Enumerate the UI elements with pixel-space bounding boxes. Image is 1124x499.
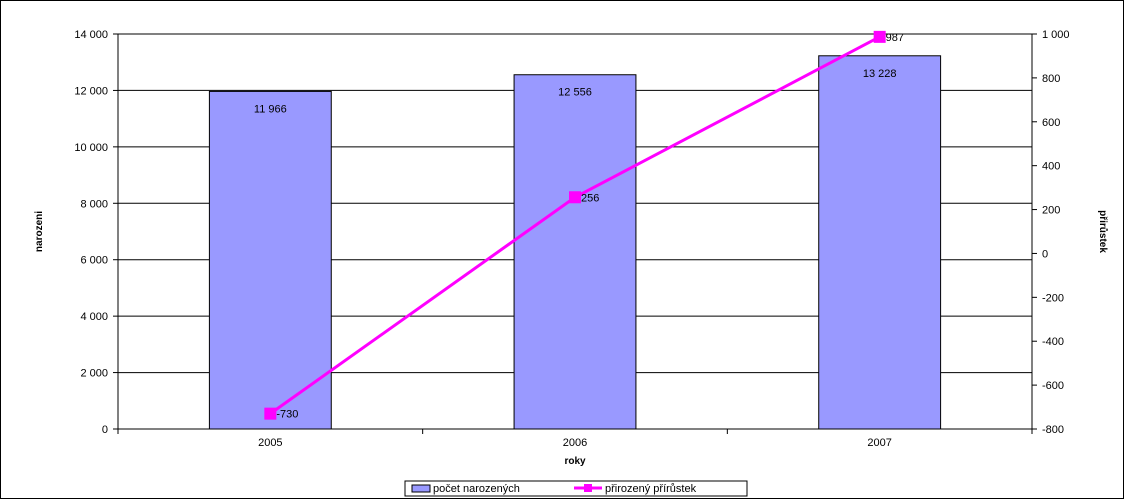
y-right-tick-label: -800 <box>1042 424 1064 436</box>
y-right-ticks: -800 -600 -400 -200 0 200 400 600 800 1 000 <box>1032 29 1070 436</box>
legend: počet narozených přirozený přírůstek <box>404 480 748 497</box>
bar <box>818 55 942 430</box>
bar <box>208 90 332 430</box>
x-tick-label: 2005 <box>258 437 282 449</box>
y-left-tick-label: 2 000 <box>80 368 108 380</box>
y-left-tick-label: 8 000 <box>80 198 108 210</box>
bar-data-label: 11 966 <box>254 103 287 115</box>
y-right-tick-label: -200 <box>1042 292 1064 304</box>
y-right-tick-label: 400 <box>1042 161 1060 173</box>
x-axis-title: roky <box>564 456 586 467</box>
line-data-label: 987 <box>886 32 904 44</box>
y-right-tick-label: 1 000 <box>1042 29 1070 41</box>
bar-series <box>208 55 942 430</box>
y-axis-left-title: narozeni <box>34 211 45 252</box>
y-left-tick-label: 0 <box>102 424 108 436</box>
bar-data-label: 13 228 <box>863 68 897 80</box>
bar <box>513 74 637 430</box>
legend-line-marker <box>584 484 592 492</box>
line-data-label: -730 <box>276 409 298 421</box>
y-right-tick-label: 0 <box>1042 248 1048 260</box>
data-labels: 11 966 12 556 13 228 -730 256 987 <box>254 32 904 421</box>
y-left-tick-label: 10 000 <box>74 142 108 154</box>
y-right-tick-label: 800 <box>1042 73 1060 85</box>
axes <box>117 34 1033 430</box>
legend-bar-label: počet narozených <box>433 483 520 495</box>
legend-bar-swatch <box>411 484 431 493</box>
y-left-tick-label: 12 000 <box>74 85 108 97</box>
line-marker <box>569 191 581 204</box>
y-right-tick-label: -400 <box>1042 336 1064 348</box>
bar-data-label: 12 556 <box>558 87 592 99</box>
x-tick-label: 2006 <box>563 437 587 449</box>
y-left-tick-label: 4 000 <box>80 311 108 323</box>
line-marker <box>264 407 277 420</box>
line-data-label: 256 <box>581 192 599 204</box>
x-ticks: 2005 2006 2007 <box>117 429 1033 449</box>
legend-line-label: přirozený přírůstek <box>605 483 697 495</box>
y-right-tick-label: 600 <box>1042 117 1060 129</box>
line-series <box>264 30 886 420</box>
line-marker <box>873 30 886 43</box>
x-tick-label: 2007 <box>867 437 891 449</box>
y-axis-right-title: přirůstek <box>1097 210 1109 253</box>
y-left-tick-label: 6 000 <box>80 255 108 267</box>
y-right-tick-label: 200 <box>1042 205 1060 217</box>
y-left-ticks: 0 2 000 4 000 6 000 8 000 10 000 12 000 14 000 <box>74 29 118 436</box>
y-left-tick-label: 14 000 <box>74 29 108 41</box>
y-right-tick-label: -600 <box>1042 380 1064 392</box>
